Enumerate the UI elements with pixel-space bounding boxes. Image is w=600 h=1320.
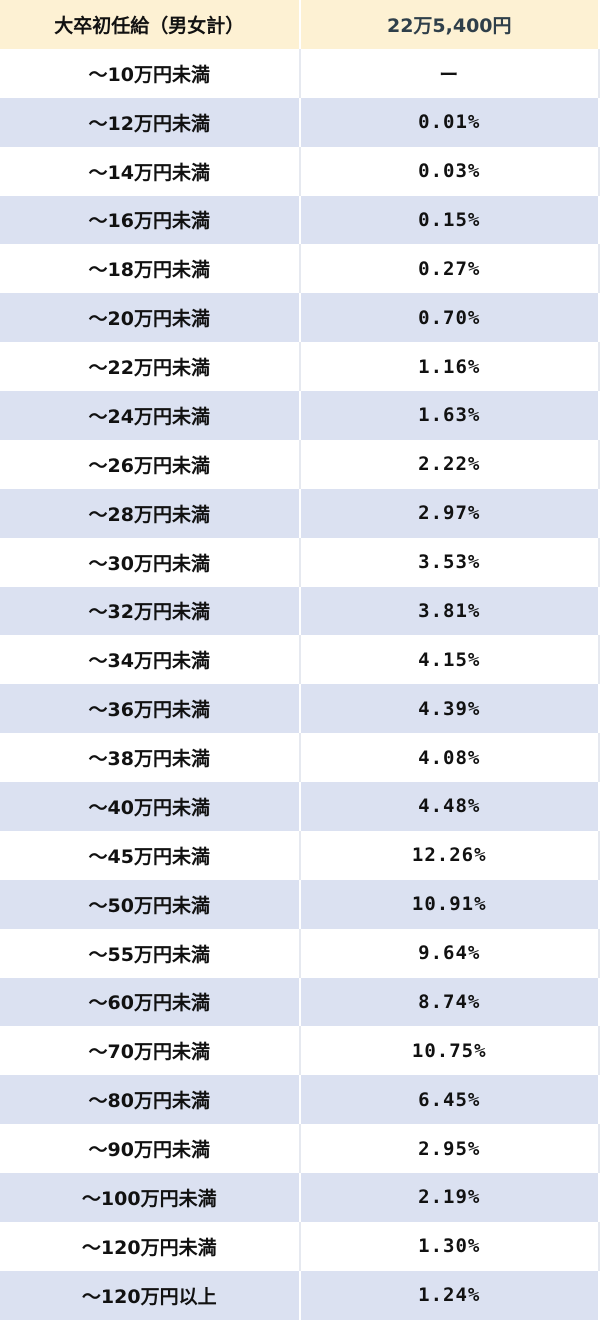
percent-cell: 4.48% xyxy=(299,782,600,831)
table-row: ～50万円未満 10.91% xyxy=(0,879,600,929)
salary-range-cell: ～60万円未満 xyxy=(0,977,301,1027)
table-row: ～20万円未満 0.70% xyxy=(0,293,600,343)
percent-cell: 4.15% xyxy=(299,635,600,685)
salary-range-cell: ～90万円未満 xyxy=(0,1124,301,1173)
percent-cell: 1.30% xyxy=(299,1221,600,1271)
header-label: 大卒初任給（男女計） xyxy=(0,0,301,49)
salary-range-cell: ～10万円未満 xyxy=(0,48,301,98)
table-row: ～45万円未満 12.26% xyxy=(0,830,600,880)
percent-cell: 1.24% xyxy=(299,1270,600,1320)
percent-cell: 1.16% xyxy=(299,342,600,391)
percent-cell: 0.01% xyxy=(299,97,600,147)
salary-range-cell: ～36万円未満 xyxy=(0,684,301,734)
percent-cell: 9.64% xyxy=(299,928,600,978)
header-value: 22万5,400円 xyxy=(299,0,600,49)
percent-cell: 6.45% xyxy=(299,1075,600,1125)
table-row: ～14万円未満 0.03% xyxy=(0,146,600,196)
percent-cell: 2.22% xyxy=(299,439,600,489)
table-row: ～120万円未満 1.30% xyxy=(0,1221,600,1271)
table-row: ～24万円未満 1.63% xyxy=(0,391,600,440)
table-row: ～38万円未満 4.08% xyxy=(0,733,600,782)
salary-range-cell: ～120万円未満 xyxy=(0,1221,301,1271)
table-row: ～120万円以上 1.24% xyxy=(0,1270,600,1320)
table-row: ～30万円未満 3.53% xyxy=(0,537,600,587)
salary-range-cell: ～18万円未満 xyxy=(0,244,301,294)
table-row: ～34万円未満 4.15% xyxy=(0,635,600,685)
salary-range-cell: ～12万円未満 xyxy=(0,97,301,147)
salary-range-cell: ～50万円未満 xyxy=(0,879,301,929)
table-row: ～80万円未満 6.45% xyxy=(0,1075,600,1125)
percent-cell: 12.26% xyxy=(299,830,600,880)
salary-range-cell: ～55万円未満 xyxy=(0,928,301,978)
table-row: ～28万円未満 2.97% xyxy=(0,488,600,538)
salary-range-cell: ～28万円未満 xyxy=(0,488,301,538)
percent-cell: 0.70% xyxy=(299,293,600,343)
salary-range-cell: ～24万円未満 xyxy=(0,391,301,440)
salary-range-cell: ～34万円未満 xyxy=(0,635,301,685)
salary-range-cell: ～16万円未満 xyxy=(0,195,301,245)
table-row: ～36万円未満 4.39% xyxy=(0,684,600,734)
table-row: ～10万円未満ー xyxy=(0,48,600,98)
salary-range-cell: ～70万円未満 xyxy=(0,1026,301,1076)
percent-cell: ー xyxy=(299,48,600,98)
salary-range-cell: ～120万円以上 xyxy=(0,1270,301,1320)
table-row: ～60万円未満 8.74% xyxy=(0,977,600,1027)
salary-range-cell: ～26万円未満 xyxy=(0,439,301,489)
table-row: ～26万円未満 2.22% xyxy=(0,439,600,489)
table-header-row: 大卒初任給（男女計） 22万5,400円 xyxy=(0,0,600,49)
salary-range-cell: ～80万円未満 xyxy=(0,1075,301,1125)
percent-cell: 2.95% xyxy=(299,1124,600,1173)
salary-range-cell: ～40万円未満 xyxy=(0,782,301,831)
table-row: ～32万円未満 3.81% xyxy=(0,586,600,636)
percent-cell: 10.75% xyxy=(299,1026,600,1076)
percent-cell: 8.74% xyxy=(299,977,600,1027)
salary-range-cell: ～32万円未満 xyxy=(0,586,301,636)
salary-range-cell: ～30万円未満 xyxy=(0,537,301,587)
percent-cell: 1.63% xyxy=(299,391,600,440)
percent-cell: 0.27% xyxy=(299,244,600,294)
table-row: ～16万円未満 0.15% xyxy=(0,195,600,245)
salary-range-cell: ～14万円未満 xyxy=(0,146,301,196)
percent-cell: 0.03% xyxy=(299,146,600,196)
salary-range-cell: ～38万円未満 xyxy=(0,733,301,782)
table-row: ～18万円未満 0.27% xyxy=(0,244,600,294)
table-row: ～90万円未満 2.95% xyxy=(0,1124,600,1173)
percent-cell: 4.39% xyxy=(299,684,600,734)
percent-cell: 2.19% xyxy=(299,1173,600,1222)
salary-range-cell: ～45万円未満 xyxy=(0,830,301,880)
percent-cell: 4.08% xyxy=(299,733,600,782)
percent-cell: 0.15% xyxy=(299,195,600,245)
table-row: ～70万円未満 10.75% xyxy=(0,1026,600,1076)
table-row: ～40万円未満 4.48% xyxy=(0,782,600,831)
salary-range-cell: ～100万円未満 xyxy=(0,1173,301,1222)
percent-cell: 3.81% xyxy=(299,586,600,636)
table-row: ～22万円未満 1.16% xyxy=(0,342,600,391)
percent-cell: 2.97% xyxy=(299,488,600,538)
percent-cell: 3.53% xyxy=(299,537,600,587)
table-row: ～55万円未満 9.64% xyxy=(0,928,600,978)
table-row: ～12万円未満 0.01% xyxy=(0,97,600,147)
table-row: ～100万円未満 2.19% xyxy=(0,1173,600,1222)
salary-range-cell: ～20万円未満 xyxy=(0,293,301,343)
salary-range-cell: ～22万円未満 xyxy=(0,342,301,391)
percent-cell: 10.91% xyxy=(299,879,600,929)
